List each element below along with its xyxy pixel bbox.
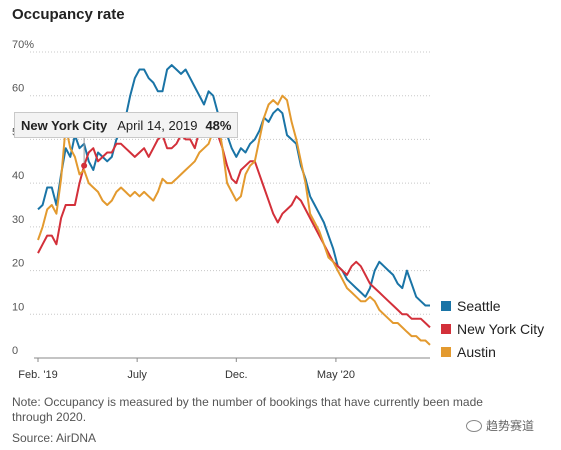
- chart-source: Source: AirDNA: [12, 431, 97, 445]
- legend: Seattle New York City Austin: [441, 294, 544, 363]
- tooltip-series: New York City: [21, 117, 108, 133]
- y-tick-label: 40: [12, 170, 24, 182]
- y-tick-label: 10: [12, 301, 24, 313]
- y-axis: 010203040506070%: [12, 39, 34, 357]
- legend-label-seattle: Seattle: [457, 297, 501, 314]
- legend-swatch-seattle: [441, 300, 451, 311]
- x-tick-label: July: [127, 369, 147, 381]
- series-lines: [37, 64, 431, 346]
- legend-item-austin[interactable]: Austin: [441, 340, 544, 363]
- x-tick-label: May '20: [317, 369, 355, 381]
- y-tick-label: 60: [12, 83, 24, 95]
- y-tick-label: 30: [12, 214, 24, 226]
- legend-label-austin: Austin: [457, 343, 496, 360]
- y-tick-label: 70%: [12, 39, 34, 51]
- watermark: 趋势赛道: [466, 417, 534, 434]
- x-tick-label: Dec.: [225, 369, 248, 381]
- hover-point: [81, 162, 88, 169]
- chart-note: Note: Occupancy is measured by the numbe…: [12, 395, 483, 424]
- y-tick-label: 20: [12, 258, 24, 270]
- annotation-layer: [81, 137, 88, 169]
- x-axis: Feb. '19 July Dec. May '20: [18, 358, 355, 381]
- legend-label-new-york-city: New York City: [457, 320, 545, 337]
- legend-item-new-york-city[interactable]: New York City: [441, 317, 544, 340]
- legend-swatch-austin: [441, 346, 451, 357]
- tooltip-value: 48%: [205, 117, 232, 133]
- y-tick-label: 0: [12, 345, 18, 357]
- series-line-austin[interactable]: [37, 94, 431, 346]
- series-line-new-york-city[interactable]: [37, 125, 431, 329]
- x-tick-label: Feb. '19: [18, 369, 57, 381]
- gridlines: [30, 51, 430, 359]
- chart-title: Occupancy rate: [12, 6, 125, 23]
- legend-item-seattle[interactable]: Seattle: [441, 294, 544, 317]
- tooltip-date: April 14, 2019: [117, 117, 198, 133]
- hover-tooltip: New York City April 14, 2019 48%: [14, 112, 239, 138]
- series-line-seattle[interactable]: [37, 64, 430, 307]
- watermark-text: 趋势赛道: [486, 419, 535, 433]
- legend-swatch-new-york-city: [441, 323, 451, 334]
- wechat-icon: [466, 419, 482, 432]
